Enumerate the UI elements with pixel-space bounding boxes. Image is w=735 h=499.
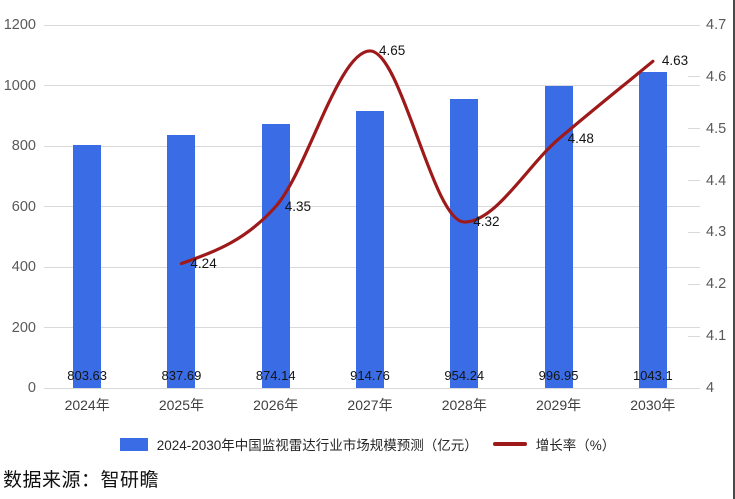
line-series-label: 增长率（%） <box>535 438 616 453</box>
bar <box>544 86 573 388</box>
bar-series-swatch <box>119 437 148 451</box>
line-point-label: 4.63 <box>661 53 689 69</box>
line-point-label: 4.35 <box>284 198 311 214</box>
right-axis-tick-label: 4.3 <box>706 224 727 241</box>
bar-value-label: 1043.1 <box>632 368 673 383</box>
left-axis-tick-label: 600 <box>11 198 36 215</box>
right-axis-tick-label: 4 <box>706 380 715 396</box>
right-axis-tick <box>688 387 700 389</box>
right-axis-tick <box>688 180 700 182</box>
bar-value-label: 803.63 <box>67 368 108 383</box>
bar-value-label: 954.24 <box>444 368 485 383</box>
left-axis-tick-label: 1200 <box>3 17 36 33</box>
growth-line <box>179 49 655 266</box>
right-axis-tick-label: 4.1 <box>706 328 727 345</box>
source-note: 数据来源：智研瞻 <box>3 470 160 491</box>
line-point-label: 4.24 <box>190 255 217 271</box>
right-axis-tick <box>688 76 700 78</box>
right-axis-tick-label: 4.6 <box>706 68 727 85</box>
x-axis-category-label: 2025年 <box>158 397 204 413</box>
right-axis-tick-label: 4.2 <box>706 276 727 293</box>
gridline <box>44 85 700 86</box>
right-axis-tick <box>688 283 700 285</box>
line-point-label: 4.32 <box>473 214 500 230</box>
right-axis-tick <box>688 335 700 337</box>
bar-value-label: 874.14 <box>255 368 296 383</box>
right-axis-tick-label: 4.5 <box>706 120 727 137</box>
right-axis-tick-label: 4.4 <box>706 172 727 189</box>
left-axis-tick-label: 400 <box>11 259 36 275</box>
right-axis-tick-label: 4.7 <box>706 17 727 33</box>
gridline <box>44 24 700 26</box>
bar <box>638 72 667 388</box>
x-axis-category-label: 2027年 <box>347 397 393 413</box>
left-axis-tick-label: 0 <box>27 380 36 396</box>
right-axis-tick <box>688 231 700 233</box>
left-axis-tick-label: 1000 <box>3 77 36 94</box>
right-axis-tick <box>688 24 700 26</box>
x-axis-category-label: 2029年 <box>535 397 582 413</box>
bar-value-label: 996.95 <box>538 368 579 383</box>
left-axis-tick-label: 800 <box>11 138 36 154</box>
bar <box>261 123 290 388</box>
x-axis-category-label: 2024年 <box>64 397 110 413</box>
bar-value-label: 914.76 <box>350 368 390 383</box>
x-axis-category-label: 2028年 <box>441 397 487 413</box>
window-right-border <box>733 0 735 499</box>
line-point-label: 4.48 <box>567 131 594 147</box>
line-point-label: 4.65 <box>379 42 406 58</box>
bar-series-label: 2024-2030年中国监视雷达行业市场规模预测（亿元） <box>156 438 478 453</box>
line-series-swatch <box>492 442 527 446</box>
bar <box>356 111 384 388</box>
bar-value-label: 837.69 <box>161 368 202 383</box>
x-axis-category-label: 2030年 <box>630 397 676 413</box>
left-axis-tick-label: 200 <box>11 319 36 336</box>
legend: 2024-2030年中国监视雷达行业市场规模预测（亿元） 增长率（%） <box>0 433 735 455</box>
bar <box>450 99 479 388</box>
gridline <box>44 387 700 389</box>
right-axis-tick <box>688 128 700 130</box>
bar <box>73 144 102 388</box>
x-axis-category-label: 2026年 <box>253 397 299 413</box>
